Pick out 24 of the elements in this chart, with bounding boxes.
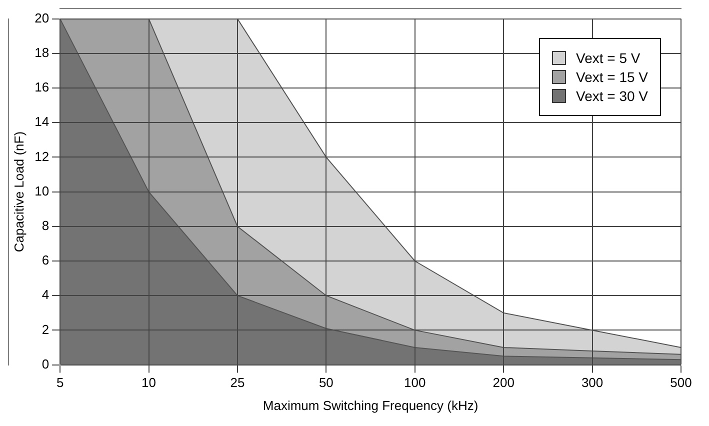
y-tick-label: 6 — [42, 252, 50, 268]
y-tick-label: 0 — [42, 356, 50, 372]
x-tick-label: 10 — [142, 375, 156, 390]
legend-label: Vext = 5 V — [576, 50, 640, 66]
x-axis-title: Maximum Switching Frequency (kHz) — [262, 398, 478, 413]
y-tick-label: 2 — [42, 322, 50, 337]
y-tick-label: 14 — [34, 114, 50, 130]
x-tick-label: 50 — [318, 375, 334, 390]
legend-label: Vext = 30 V — [576, 88, 648, 104]
y-tick-label: 20 — [34, 10, 50, 26]
y-tick-label: 12 — [34, 148, 50, 164]
y-tick-label: 18 — [34, 44, 50, 60]
y-tick-label: 10 — [34, 183, 50, 198]
x-tick-label: 200 — [492, 375, 514, 390]
y-tick-label: 8 — [42, 218, 50, 233]
x-tick-label: 5 — [56, 375, 64, 390]
x-tick-label: 300 — [581, 375, 604, 390]
x-tick-label: 100 — [404, 375, 426, 390]
y-axis-title: Capacitive Load (nF) — [11, 131, 26, 252]
y-tick-label: 16 — [34, 80, 50, 95]
legend-label: Vext = 15 V — [576, 69, 648, 85]
y-tick-label: 4 — [42, 287, 50, 302]
x-tick-label: 500 — [670, 375, 692, 390]
x-tick-label: 25 — [230, 375, 245, 390]
